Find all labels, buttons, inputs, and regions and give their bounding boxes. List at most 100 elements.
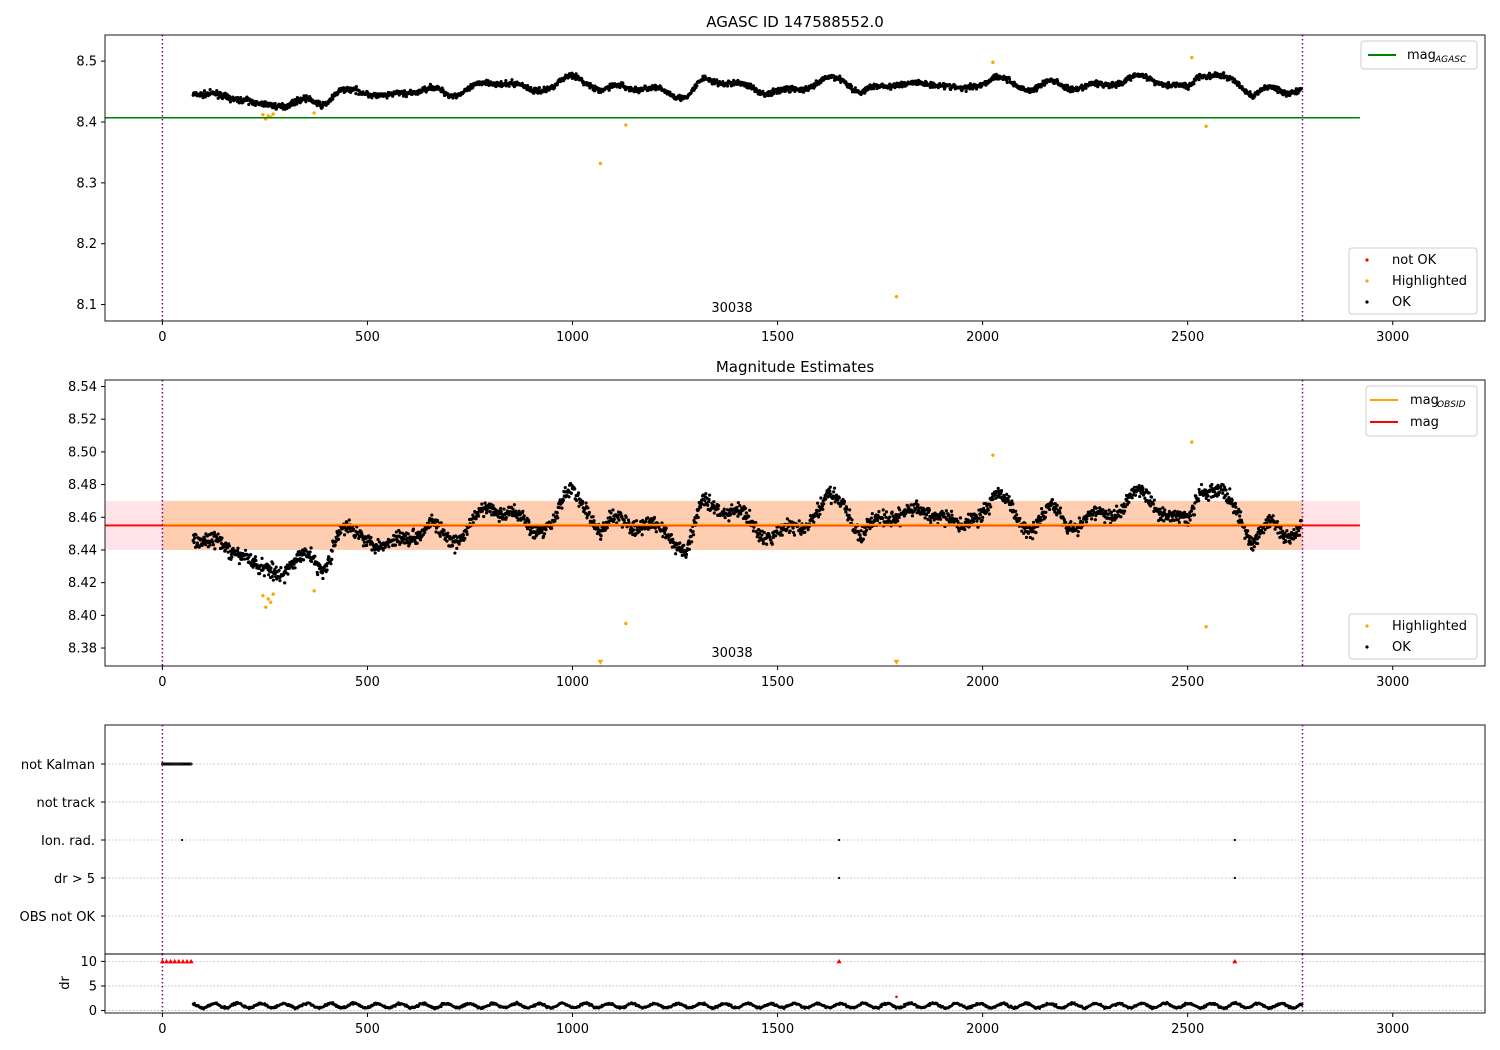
ok-point — [671, 537, 675, 541]
ok-point — [373, 551, 377, 555]
ok-point — [981, 515, 985, 519]
ok-point — [1094, 506, 1098, 510]
y-tick-label: 8.4 — [76, 116, 97, 131]
ok-point — [273, 101, 277, 106]
ok-point — [202, 89, 207, 93]
ok-point — [696, 515, 700, 520]
ok-point — [279, 566, 283, 570]
ok-point — [1246, 529, 1250, 533]
ok-point — [1141, 486, 1145, 491]
ok-point — [1132, 485, 1137, 489]
ok-point — [243, 548, 248, 552]
ok-point — [1119, 515, 1123, 519]
ok-point — [881, 508, 885, 512]
ok-point — [347, 518, 351, 522]
ok-point — [845, 507, 849, 511]
ok-point — [542, 532, 547, 536]
ok-point — [664, 526, 668, 530]
ok-point — [824, 497, 828, 501]
ok-point — [369, 535, 373, 540]
ok-point — [1026, 531, 1031, 535]
ok-point — [228, 100, 233, 104]
ok-point — [715, 78, 719, 82]
ok-point — [858, 536, 863, 540]
ok-point — [195, 541, 200, 545]
ok-point — [308, 550, 312, 554]
ok-point — [251, 99, 255, 103]
ok-point — [577, 504, 581, 508]
flag-point — [837, 876, 841, 880]
highlighted-point — [1190, 55, 1194, 60]
ok-point — [566, 76, 570, 80]
ok-point — [1173, 509, 1177, 513]
ok-point — [743, 506, 748, 510]
ok-point — [596, 526, 600, 530]
ok-point — [1255, 533, 1259, 537]
ok-point — [780, 533, 784, 537]
ok-point — [815, 501, 820, 505]
ok-point — [620, 514, 624, 519]
ok-point — [1185, 512, 1189, 517]
ok-point — [1149, 495, 1154, 499]
ok-point — [739, 512, 743, 516]
ok-point — [762, 541, 766, 545]
ok-point — [406, 536, 410, 540]
highlighted-point — [261, 113, 265, 117]
ok-point — [1007, 77, 1012, 81]
ok-point — [576, 491, 581, 495]
ok-point — [1161, 506, 1165, 510]
ok-point — [1084, 520, 1089, 524]
ok-point — [923, 516, 927, 520]
ok-point — [592, 519, 596, 523]
ok-point — [1048, 507, 1052, 512]
ok-point — [497, 519, 501, 523]
ok-point — [1050, 498, 1055, 502]
ok-point — [1110, 513, 1114, 517]
ok-point — [861, 537, 865, 541]
ok-point — [1285, 529, 1289, 533]
ok-point — [1010, 499, 1014, 503]
ok-point — [695, 84, 699, 88]
ok-point — [1031, 537, 1035, 541]
ok-point — [1106, 512, 1111, 516]
ok-point — [751, 529, 756, 533]
highlighted-point — [312, 111, 316, 115]
ok-point — [790, 84, 794, 88]
y-tick-label: 8.52 — [68, 413, 97, 428]
ok-point — [987, 512, 991, 516]
ok-point — [842, 499, 847, 503]
ok-point — [208, 88, 212, 92]
ok-point — [482, 514, 486, 519]
highlighted-point — [271, 592, 275, 596]
ok-point — [273, 568, 277, 572]
ok-point — [223, 548, 227, 553]
ok-point — [249, 553, 253, 557]
ok-point — [1221, 491, 1225, 495]
ok-point — [1147, 491, 1151, 495]
ok-point — [728, 513, 732, 517]
ok-point — [916, 503, 920, 507]
ok-point — [649, 526, 653, 530]
ok-point — [360, 534, 365, 539]
ok-point — [877, 509, 881, 514]
ok-point — [747, 514, 751, 518]
ok-point — [858, 533, 862, 537]
ok-point — [1048, 503, 1053, 508]
ok-point — [649, 88, 653, 92]
ok-point — [1123, 504, 1128, 509]
ok-point — [439, 521, 443, 525]
ok-point — [192, 536, 197, 540]
ok-point — [1256, 541, 1260, 546]
highlighted-point — [1204, 625, 1208, 629]
y-tick-label: 8.1 — [76, 298, 97, 313]
ok-point — [386, 542, 390, 546]
ok-point — [1297, 533, 1302, 537]
ok-point — [1115, 504, 1119, 508]
ok-point — [1215, 486, 1220, 491]
ok-point — [605, 526, 609, 530]
ok-point — [561, 498, 565, 502]
ok-point — [410, 539, 414, 543]
ok-point — [316, 572, 320, 577]
ok-point — [1065, 83, 1070, 87]
ok-point — [799, 532, 803, 536]
